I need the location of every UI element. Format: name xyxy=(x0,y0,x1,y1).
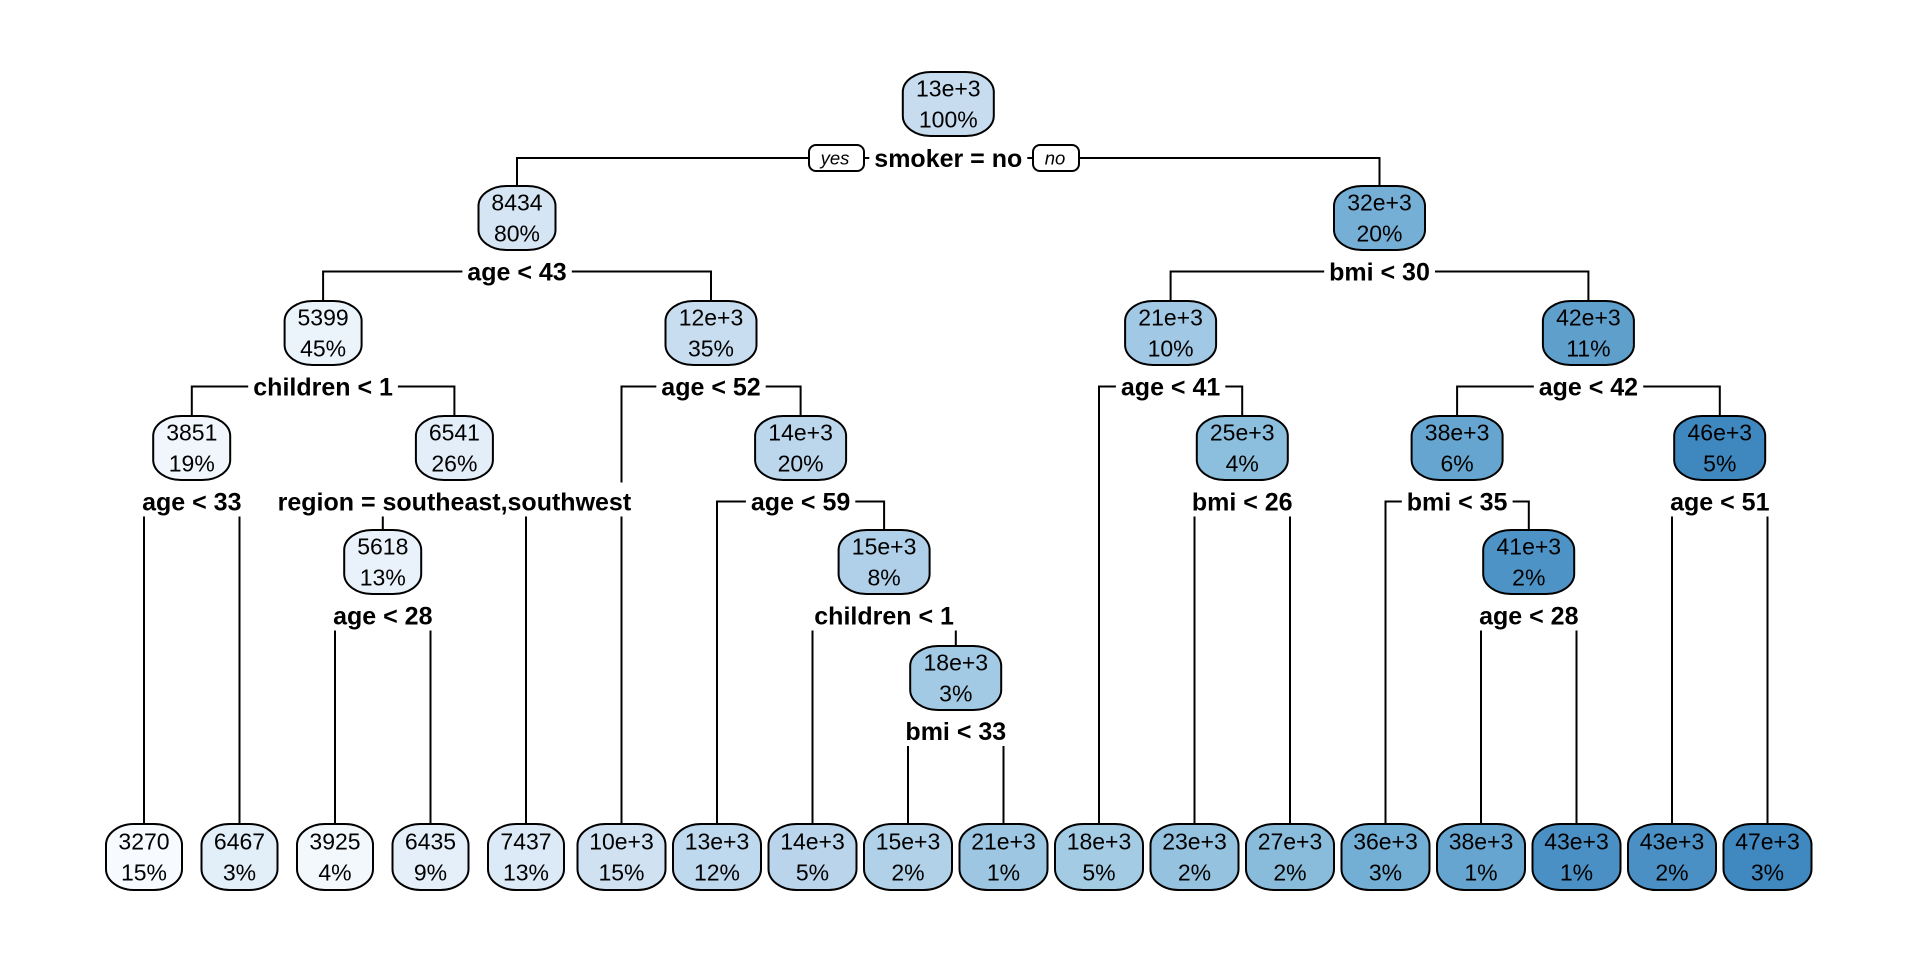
svg-text:no: no xyxy=(1045,148,1066,169)
svg-text:2%: 2% xyxy=(1655,860,1688,886)
svg-text:6467: 6467 xyxy=(214,829,265,855)
svg-text:12e+3: 12e+3 xyxy=(679,305,744,331)
svg-text:3851: 3851 xyxy=(166,420,217,446)
svg-text:15%: 15% xyxy=(598,860,644,886)
svg-text:smoker = no: smoker = no xyxy=(874,145,1022,173)
svg-text:10e+3: 10e+3 xyxy=(589,829,654,855)
svg-text:3%: 3% xyxy=(223,860,256,886)
svg-text:25e+3: 25e+3 xyxy=(1210,420,1275,446)
svg-text:1%: 1% xyxy=(1560,860,1593,886)
svg-text:8%: 8% xyxy=(867,565,900,591)
svg-text:27e+3: 27e+3 xyxy=(1258,829,1323,855)
svg-text:3%: 3% xyxy=(1369,860,1402,886)
svg-text:80%: 80% xyxy=(494,221,540,247)
svg-text:26%: 26% xyxy=(431,451,477,477)
svg-text:12%: 12% xyxy=(694,860,740,886)
svg-text:38e+3: 38e+3 xyxy=(1449,829,1514,855)
svg-text:bmi < 26: bmi < 26 xyxy=(1192,489,1293,517)
svg-text:32e+3: 32e+3 xyxy=(1347,190,1412,216)
svg-text:21e+3: 21e+3 xyxy=(971,829,1036,855)
svg-text:6541: 6541 xyxy=(429,420,480,446)
svg-text:20%: 20% xyxy=(778,451,824,477)
svg-text:2%: 2% xyxy=(891,860,924,886)
svg-text:42e+3: 42e+3 xyxy=(1556,305,1621,331)
svg-text:2%: 2% xyxy=(1273,860,1306,886)
svg-text:3270: 3270 xyxy=(118,829,169,855)
svg-text:1%: 1% xyxy=(987,860,1020,886)
svg-text:bmi < 33: bmi < 33 xyxy=(905,718,1006,746)
svg-text:15%: 15% xyxy=(121,860,167,886)
svg-text:age < 51: age < 51 xyxy=(1670,489,1769,517)
svg-text:8434: 8434 xyxy=(491,190,542,216)
svg-text:20%: 20% xyxy=(1356,221,1402,247)
svg-text:23e+3: 23e+3 xyxy=(1162,829,1227,855)
svg-text:15e+3: 15e+3 xyxy=(852,534,917,560)
svg-text:age < 28: age < 28 xyxy=(333,603,432,631)
svg-text:bmi < 35: bmi < 35 xyxy=(1407,489,1508,517)
svg-text:36e+3: 36e+3 xyxy=(1353,829,1418,855)
svg-text:10%: 10% xyxy=(1148,336,1194,362)
svg-text:age < 33: age < 33 xyxy=(142,489,241,517)
svg-text:4%: 4% xyxy=(1226,451,1259,477)
svg-text:4%: 4% xyxy=(318,860,351,886)
svg-text:3%: 3% xyxy=(1751,860,1784,886)
svg-text:35%: 35% xyxy=(688,336,734,362)
svg-text:15e+3: 15e+3 xyxy=(876,829,941,855)
svg-text:children < 1: children < 1 xyxy=(814,603,954,631)
svg-text:6435: 6435 xyxy=(405,829,456,855)
svg-text:yes: yes xyxy=(819,148,850,169)
svg-text:13e+3: 13e+3 xyxy=(685,829,750,855)
svg-text:14e+3: 14e+3 xyxy=(780,829,845,855)
svg-text:9%: 9% xyxy=(414,860,447,886)
svg-text:5%: 5% xyxy=(1703,451,1736,477)
svg-text:5%: 5% xyxy=(1082,860,1115,886)
svg-text:41e+3: 41e+3 xyxy=(1496,534,1561,560)
svg-text:18e+3: 18e+3 xyxy=(1067,829,1132,855)
svg-text:45%: 45% xyxy=(300,336,346,362)
svg-text:5618: 5618 xyxy=(357,534,408,560)
svg-text:region = southeast,southwest: region = southeast,southwest xyxy=(278,489,632,517)
svg-text:age < 28: age < 28 xyxy=(1479,603,1578,631)
svg-text:6%: 6% xyxy=(1440,451,1473,477)
svg-text:7437: 7437 xyxy=(500,829,551,855)
svg-text:bmi < 30: bmi < 30 xyxy=(1329,259,1430,287)
svg-text:2%: 2% xyxy=(1512,565,1545,591)
svg-text:children < 1: children < 1 xyxy=(253,374,393,402)
svg-text:100%: 100% xyxy=(919,107,978,133)
svg-text:age < 42: age < 42 xyxy=(1539,374,1638,402)
svg-text:13e+3: 13e+3 xyxy=(916,76,981,102)
svg-text:38e+3: 38e+3 xyxy=(1425,420,1490,446)
svg-text:5399: 5399 xyxy=(298,305,349,331)
svg-text:19%: 19% xyxy=(169,451,215,477)
svg-text:1%: 1% xyxy=(1464,860,1497,886)
svg-text:11%: 11% xyxy=(1566,336,1610,362)
svg-text:3%: 3% xyxy=(939,681,972,707)
svg-text:46e+3: 46e+3 xyxy=(1687,420,1752,446)
svg-text:age < 59: age < 59 xyxy=(751,489,850,517)
svg-text:13%: 13% xyxy=(503,860,549,886)
svg-text:14e+3: 14e+3 xyxy=(768,420,833,446)
svg-text:43e+3: 43e+3 xyxy=(1640,829,1705,855)
svg-text:5%: 5% xyxy=(796,860,829,886)
svg-text:47e+3: 47e+3 xyxy=(1735,829,1800,855)
svg-text:age < 41: age < 41 xyxy=(1121,374,1220,402)
svg-text:age < 43: age < 43 xyxy=(467,259,566,287)
svg-text:21e+3: 21e+3 xyxy=(1138,305,1203,331)
svg-text:43e+3: 43e+3 xyxy=(1544,829,1609,855)
svg-text:age < 52: age < 52 xyxy=(661,374,760,402)
svg-text:13%: 13% xyxy=(360,565,406,591)
svg-text:18e+3: 18e+3 xyxy=(923,650,988,676)
svg-text:3925: 3925 xyxy=(309,829,360,855)
svg-text:2%: 2% xyxy=(1178,860,1211,886)
